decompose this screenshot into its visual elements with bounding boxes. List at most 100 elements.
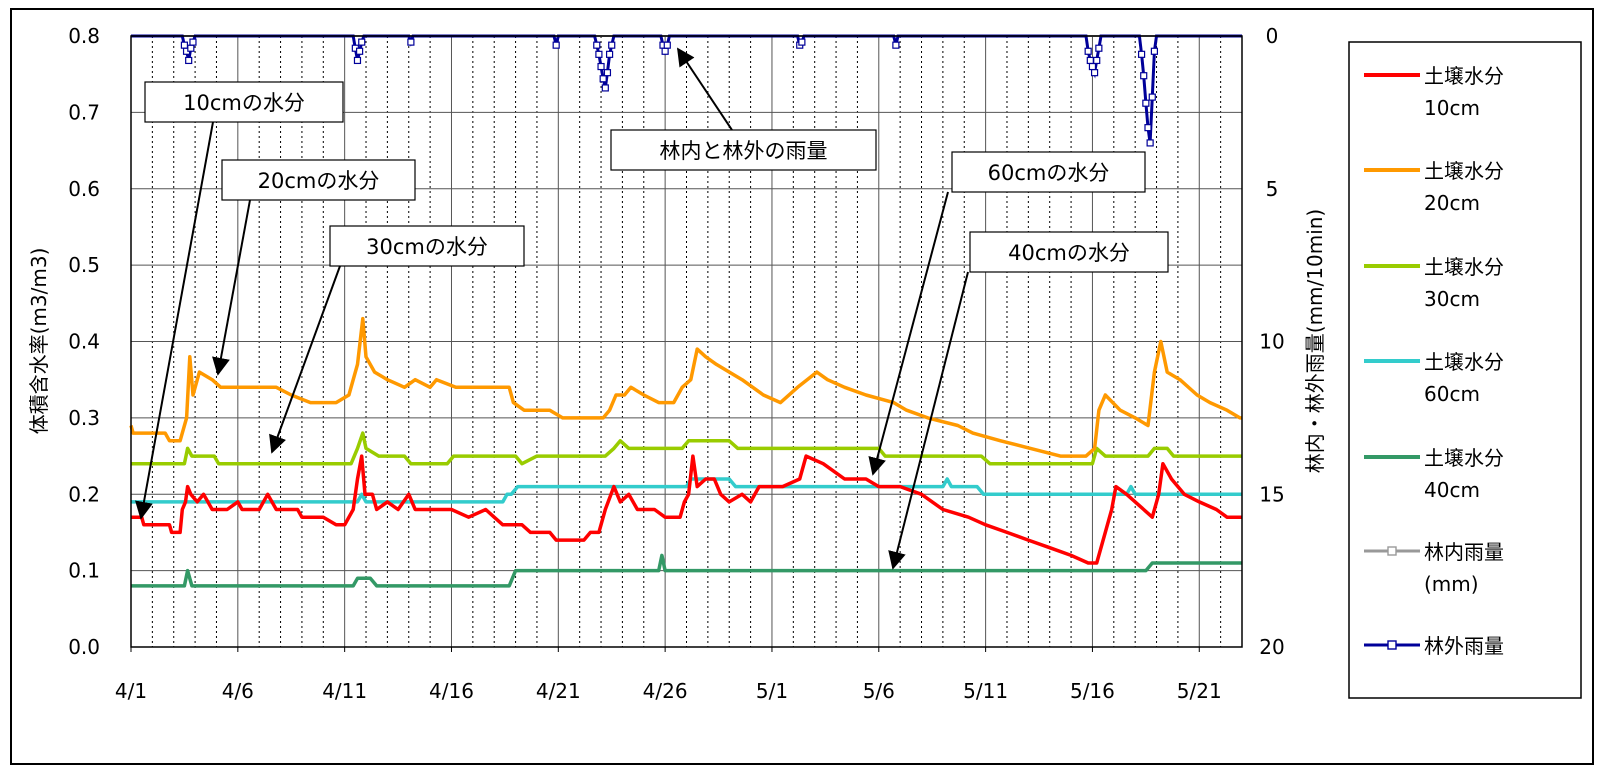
- rain-outside-point: [601, 84, 609, 92]
- legend-label: 林外雨量: [1424, 634, 1504, 658]
- legend-label: 土壌水分: [1424, 64, 1504, 88]
- x-tick-label: 5/6: [863, 679, 895, 703]
- y-right-tick-label: 5: [1266, 177, 1279, 201]
- rain-outside-point: [552, 41, 560, 49]
- callout-label: 40cmの水分: [1008, 241, 1130, 265]
- rain-outside-point: [1150, 47, 1159, 55]
- legend-sublabel: 10cm: [1424, 96, 1480, 120]
- callout-arrow: [135, 121, 214, 520]
- legend-sublabel: 20cm: [1424, 191, 1480, 215]
- rain-outside-point: [1088, 62, 1097, 71]
- y-left-tick-label: 0.7: [68, 100, 100, 124]
- legend-box: [1348, 41, 1582, 699]
- callout-arrow: [269, 265, 341, 454]
- legend-sublabel: 30cm: [1424, 287, 1480, 311]
- x-tick-label: 5/21: [1177, 679, 1222, 703]
- rain-outside-point: [603, 69, 612, 77]
- series-line-40cm: [131, 553, 1242, 588]
- rain-outside-point: [356, 47, 364, 55]
- rain-outside-point: [605, 50, 614, 58]
- rain-outside-point: [1090, 69, 1099, 77]
- callout-box: [610, 129, 877, 171]
- x-tick-label: 5/11: [963, 679, 1008, 703]
- rain-outside-point: [185, 56, 193, 65]
- legend: 土壌水分 10cm 土壌水分 20cm 土壌水分 30cm 土壌水分 60cm 土壌水分 40cm…: [1348, 41, 1582, 699]
- y-right-tick-label: 0: [1266, 24, 1279, 48]
- y-right-tick-label: 10: [1259, 330, 1284, 354]
- y-left-tick-label: 0.6: [68, 177, 100, 201]
- legend-marker: [1387, 640, 1397, 650]
- rain-outside-point: [1093, 56, 1101, 65]
- y-left-axis-title: 体積含水率(m3/m3): [27, 248, 51, 435]
- x-tick-label: 5/16: [1070, 679, 1115, 703]
- callout-box: [144, 81, 344, 123]
- rain-outside-point: [892, 41, 900, 49]
- legend-label: 土壌水分: [1424, 255, 1504, 279]
- x-tick-label: 4/16: [429, 679, 474, 703]
- axes: 4/1 4/6 4/11 4/16 4/21 4/26 5/1 5/6 5/11 5/16 5/21…: [27, 24, 1327, 703]
- rain-outside-point: [1142, 99, 1150, 107]
- rain-outside-point: [1148, 93, 1156, 101]
- callout-arrow: [888, 271, 969, 570]
- y-right-tick-label: 15: [1259, 482, 1284, 506]
- callout-label: 60cmの水分: [988, 161, 1110, 185]
- series-line-10cm: [131, 454, 1242, 565]
- rain-outside-point: [599, 75, 607, 83]
- rain-outside-point: [608, 41, 616, 49]
- rain-outside-point: [595, 50, 603, 58]
- callout-label: 林内と林外の雨量: [660, 139, 828, 163]
- legend-marker: [1387, 546, 1397, 556]
- series-line-30cm: [131, 431, 1242, 466]
- rain-outside-point: [1140, 72, 1148, 80]
- rain-outside-point: [180, 41, 189, 49]
- y-left-tick-label: 0.1: [68, 559, 100, 583]
- x-tick-label: 4/26: [643, 679, 688, 703]
- legend-sublabel: (mm): [1424, 572, 1479, 596]
- rain-outside-point: [1084, 47, 1092, 55]
- plot-area: [130, 35, 1243, 648]
- rain-outside-point: [661, 47, 669, 55]
- callout-label: 30cmの水分: [366, 235, 488, 259]
- y-left-tick-label: 0.5: [68, 253, 100, 277]
- rain-outside-point: [407, 38, 415, 46]
- series-line-20cm: [129, 316, 1242, 458]
- legend-label: 土壌水分: [1424, 446, 1504, 470]
- legend-label: 土壌水分: [1424, 159, 1504, 183]
- y-right-tick-label: 20: [1259, 635, 1284, 659]
- rain-outside-point: [358, 38, 366, 46]
- rain-outside-point: [1095, 44, 1103, 52]
- y-left-tick-label: 0.3: [68, 406, 100, 430]
- y-left-tick-label: 0.8: [68, 24, 100, 48]
- legend-sublabel: 40cm: [1424, 478, 1480, 502]
- x-tick-label: 4/6: [222, 679, 254, 703]
- callout-arrow: [677, 47, 733, 131]
- rain-outside-point: [1086, 56, 1094, 65]
- legend-label: 林内雨量: [1424, 540, 1504, 564]
- x-tick-label: 4/21: [536, 679, 581, 703]
- callout-box: [951, 151, 1146, 193]
- rain-outside-point: [353, 56, 362, 65]
- rain-outside-point: [663, 41, 671, 49]
- x-tick-label: 5/1: [756, 679, 788, 703]
- rain-outside-point: [189, 38, 197, 46]
- rain-outside-point: [1144, 124, 1152, 132]
- rain-outside-point: [1146, 139, 1154, 147]
- callout-box: [221, 159, 416, 201]
- callout-arrow: [212, 199, 251, 376]
- rain-outside-point: [597, 62, 605, 71]
- y-left-tick-label: 0.4: [68, 330, 100, 354]
- y-right-axis-title: 林内・林外雨量(mm/10min): [1303, 209, 1327, 473]
- y-left-tick-label: 0.0: [68, 635, 100, 659]
- x-tick-label: 4/1: [115, 679, 147, 703]
- rain-outside-point: [1137, 50, 1146, 58]
- x-tick-label: 4/11: [322, 679, 367, 703]
- rain-outside-point: [798, 38, 806, 46]
- callout-label: 10cmの水分: [183, 91, 305, 115]
- callout-box: [329, 225, 525, 267]
- rain-outside-point: [187, 44, 195, 52]
- callouts-group: 10cmの水分 20cmの水分 30cmの水分 林内と林外の雨量 60cmの水分 40cm…: [135, 47, 1169, 570]
- grid: [130, 35, 1242, 648]
- y-left-tick-label: 0.2: [68, 482, 100, 506]
- rain-outside-point: [593, 41, 601, 49]
